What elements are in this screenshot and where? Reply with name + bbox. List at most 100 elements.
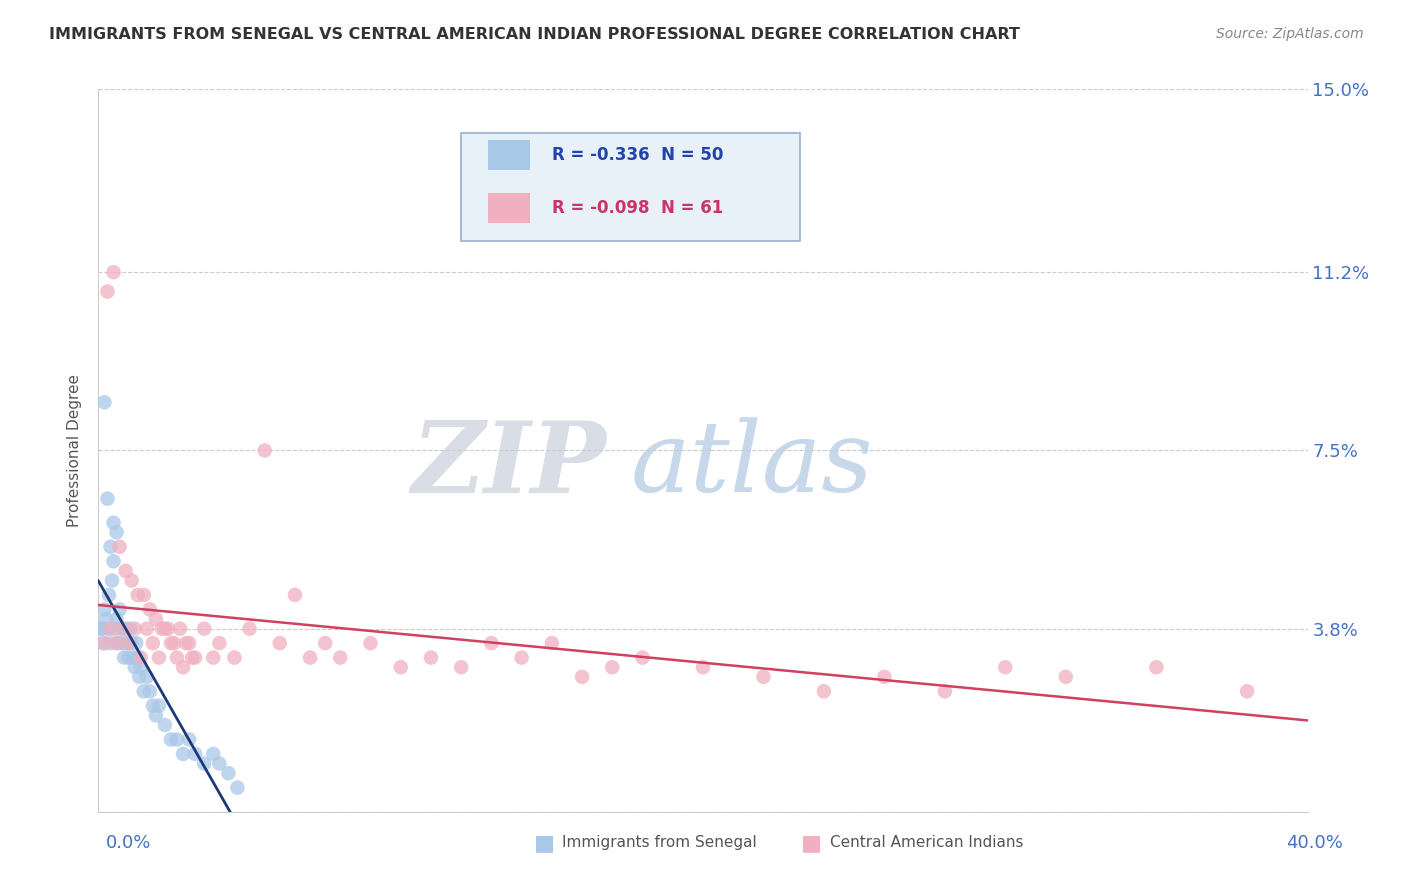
Point — [389, 660, 412, 674]
Text: R = -0.098  N = 61: R = -0.098 N = 61 — [551, 199, 723, 217]
FancyBboxPatch shape — [488, 193, 530, 223]
Point — [153, 718, 176, 732]
Point — [104, 622, 127, 636]
Point — [96, 491, 118, 506]
Text: ■: ■ — [801, 833, 823, 853]
Text: Central American Indians: Central American Indians — [830, 836, 1024, 850]
Point — [108, 602, 131, 616]
Point — [224, 650, 246, 665]
Point — [148, 698, 170, 713]
Point — [208, 636, 231, 650]
Point — [129, 660, 152, 674]
Point — [184, 650, 207, 665]
Point — [1054, 670, 1077, 684]
Point — [108, 540, 131, 554]
Point — [160, 636, 183, 650]
Point — [112, 650, 135, 665]
Point — [114, 564, 136, 578]
Point — [110, 622, 132, 636]
Point — [135, 670, 157, 684]
Point — [100, 540, 122, 554]
Point — [602, 660, 624, 674]
FancyBboxPatch shape — [461, 133, 800, 241]
Point — [226, 780, 249, 795]
Point — [1146, 660, 1168, 674]
Point — [208, 756, 231, 771]
Point — [481, 636, 503, 650]
Text: 40.0%: 40.0% — [1286, 834, 1343, 852]
Point — [631, 650, 654, 665]
Point — [571, 670, 593, 684]
Point — [93, 636, 115, 650]
Point — [120, 622, 142, 636]
Point — [115, 636, 138, 650]
Text: atlas: atlas — [630, 417, 873, 513]
Point — [127, 650, 149, 665]
Point — [1236, 684, 1258, 698]
Point — [813, 684, 835, 698]
Point — [96, 622, 118, 636]
Point — [118, 650, 141, 665]
Point — [90, 622, 112, 636]
Point — [160, 732, 183, 747]
Point — [174, 636, 197, 650]
Point — [314, 636, 336, 650]
Point — [179, 636, 201, 650]
Point — [284, 588, 307, 602]
Point — [111, 636, 134, 650]
Point — [239, 622, 262, 636]
Point — [103, 516, 125, 530]
Point — [114, 622, 136, 636]
Point — [121, 636, 143, 650]
Point — [166, 650, 188, 665]
Point — [692, 660, 714, 674]
Point — [90, 622, 112, 636]
Point — [166, 732, 188, 747]
Point — [100, 636, 122, 650]
Point — [450, 660, 472, 674]
Point — [96, 285, 118, 299]
Point — [93, 395, 115, 409]
Point — [156, 622, 179, 636]
Point — [163, 636, 186, 650]
Point — [132, 588, 155, 602]
Point — [103, 554, 125, 568]
Point — [510, 650, 533, 665]
Point — [105, 636, 128, 650]
Point — [193, 756, 215, 771]
Point — [105, 525, 128, 540]
Point — [94, 612, 117, 626]
Text: ■: ■ — [534, 833, 555, 853]
Point — [193, 622, 215, 636]
Point — [202, 650, 225, 665]
Point — [169, 622, 191, 636]
Point — [139, 684, 162, 698]
Point — [135, 622, 157, 636]
Point — [132, 684, 155, 698]
Point — [873, 670, 896, 684]
Point — [148, 650, 170, 665]
Point — [934, 684, 956, 698]
Point — [105, 612, 128, 626]
Text: Immigrants from Senegal: Immigrants from Senegal — [562, 836, 758, 850]
Point — [217, 766, 239, 780]
Text: R = -0.336  N = 50: R = -0.336 N = 50 — [551, 146, 723, 164]
Point — [142, 698, 165, 713]
Point — [121, 574, 143, 588]
Point — [145, 612, 167, 626]
Point — [125, 636, 148, 650]
Point — [145, 708, 167, 723]
Point — [100, 622, 122, 636]
Point — [153, 622, 176, 636]
Point — [118, 636, 141, 650]
Point — [93, 602, 115, 616]
Point — [172, 660, 194, 674]
Point — [269, 636, 291, 650]
Point — [142, 636, 165, 650]
Point — [299, 650, 322, 665]
Point — [179, 732, 201, 747]
Point — [128, 670, 150, 684]
Point — [129, 650, 152, 665]
Y-axis label: Professional Degree: Professional Degree — [67, 374, 83, 527]
Point — [98, 588, 121, 602]
